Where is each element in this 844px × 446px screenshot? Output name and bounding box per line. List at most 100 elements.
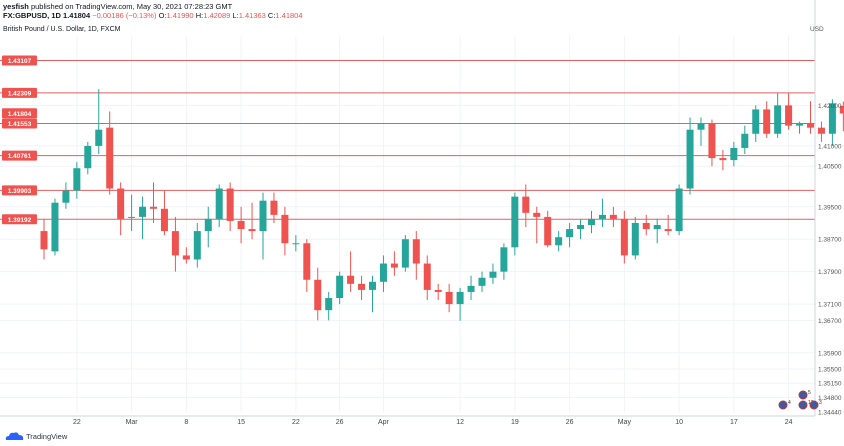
y-tick-label: 1.36700: [818, 318, 842, 325]
level-badge: [2, 118, 37, 129]
tradingview-text: TradingView: [26, 431, 68, 441]
candle-down: [423, 263, 431, 290]
level-badge: [2, 185, 37, 196]
y-tick-label: 1.38700: [818, 237, 842, 244]
candle-down: [358, 283, 366, 290]
candle-down: [237, 220, 245, 230]
level-badge-label: 1.39903: [8, 188, 32, 195]
event-flag-icon[interactable]: 4: [778, 400, 791, 410]
y-tick-label: 1.34440: [818, 410, 842, 417]
candle-down: [664, 229, 672, 232]
candle-up: [259, 200, 267, 232]
candle-up: [828, 103, 836, 134]
candle-up: [336, 275, 344, 299]
candle-down: [434, 289, 442, 292]
candle-up: [730, 147, 738, 161]
candle-down: [182, 255, 190, 260]
y-tick-label: 1.42000: [818, 103, 842, 110]
x-tick-label: 10: [675, 419, 683, 426]
y-tick-label: 1.35150: [818, 381, 842, 388]
y-tick-label: 1.35500: [818, 367, 842, 374]
symbol-line: FX:GBPUSD, 1D 1.41804 −0.00186 (−0.13%) …: [3, 11, 303, 20]
x-tick-label: 24: [785, 419, 793, 426]
event-count-label: 3: [819, 400, 822, 406]
level-badge: [2, 214, 37, 225]
y-tick-label: 1.37900: [818, 269, 842, 276]
event-flag-icon[interactable]: 3: [809, 400, 822, 410]
candle-down: [270, 200, 278, 215]
tradingview-logo[interactable]: TradingView: [4, 431, 67, 441]
candle-up: [51, 202, 59, 252]
candle-up: [139, 206, 147, 217]
candle-up: [401, 239, 409, 268]
x-tick-label: 22: [292, 419, 300, 426]
last-price-badge: [2, 108, 37, 119]
low-value: 1.41363: [238, 11, 266, 20]
candle-up: [84, 145, 92, 169]
candle-up: [369, 281, 376, 290]
y-tick-label: 1.39500: [818, 204, 842, 211]
candle-up: [325, 298, 333, 311]
symbol[interactable]: FX:GBPUSD, 1D: [3, 11, 61, 20]
candle-up: [500, 247, 508, 272]
y-tick-label: 1.41000: [818, 143, 842, 150]
candle-up: [741, 133, 749, 148]
candle-down: [171, 231, 179, 256]
candle-down: [533, 212, 541, 217]
candle-up: [379, 263, 387, 282]
close-label: C:: [267, 11, 276, 20]
published-text: published on TradingView.com, May 30, 20…: [30, 2, 233, 11]
low-label: L:: [232, 11, 239, 20]
candle-up: [292, 243, 300, 245]
last-price: 1.41804: [63, 11, 91, 20]
last-price-badge-label: 1.41804: [8, 111, 32, 118]
event-flag-icon[interactable]: 5: [798, 390, 811, 400]
candle-up: [675, 188, 683, 232]
price-change: −0.00186 (−0.13%): [92, 11, 157, 20]
x-tick-label: May: [618, 419, 632, 426]
publisher-name[interactable]: yesfish: [3, 2, 29, 11]
axes: 1.42000 1.41000 1.40500 1.39500 1.38700 1.379…: [0, 0, 842, 426]
candle-down: [347, 275, 355, 284]
candle-down: [708, 123, 716, 159]
candle-up: [555, 237, 563, 246]
x-tick-label: 17: [730, 419, 738, 426]
candle-down: [763, 109, 771, 134]
candle-up: [686, 129, 694, 189]
candle-up: [577, 225, 585, 230]
high-label: H:: [195, 11, 204, 20]
level-badge: [2, 87, 37, 98]
level-badge-label: 1.39192: [8, 217, 32, 224]
candle-up: [752, 109, 760, 134]
y-tick-label: 1.40500: [818, 164, 842, 171]
candle-up: [697, 123, 705, 130]
close-value: 1.41804: [275, 11, 303, 20]
candle-up: [215, 188, 223, 219]
event-count-label: 5: [808, 390, 811, 396]
candle-up: [128, 216, 136, 218]
level-badge-label: 1.43107: [8, 58, 32, 65]
candle-up: [511, 196, 519, 248]
publisher-line: yesfish published on TradingView.com, Ma…: [3, 2, 232, 11]
currency-label: USD: [810, 26, 824, 33]
candle-down: [390, 263, 398, 268]
level-badge-label: 1.42309: [8, 90, 32, 97]
candle-up: [95, 129, 103, 146]
candle-up: [467, 285, 475, 292]
candle-down: [817, 127, 825, 134]
candle-up: [478, 277, 486, 286]
candle-up: [73, 168, 81, 191]
flag-circle: [809, 400, 819, 410]
candle-down: [40, 231, 48, 250]
candle-down: [719, 158, 727, 161]
x-tick-label: 26: [566, 419, 574, 426]
candle-up: [653, 225, 661, 230]
candle-down: [314, 279, 322, 311]
candle-down: [642, 222, 650, 230]
candle-down: [281, 214, 289, 244]
candle-down: [785, 105, 793, 126]
high-value: 1.42089: [203, 11, 231, 20]
candle-down: [303, 243, 311, 280]
flag-circle: [798, 400, 808, 410]
